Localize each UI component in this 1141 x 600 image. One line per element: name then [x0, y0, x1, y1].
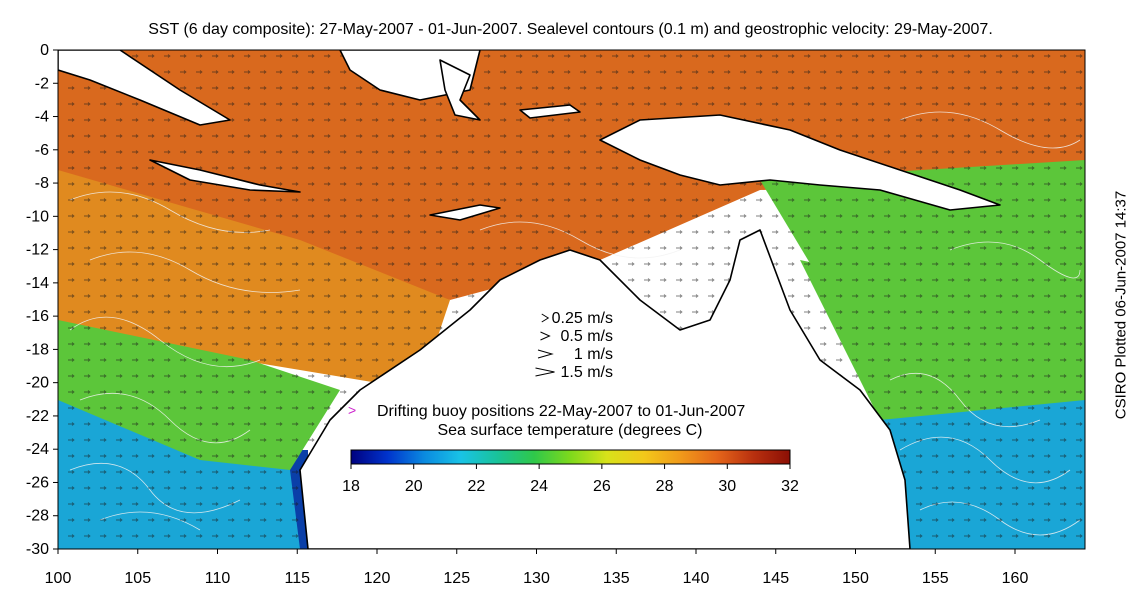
land-seram: [519, 104, 581, 119]
y-tick-label: -16: [26, 308, 49, 325]
buoy-legend-label: Drifting buoy positions 22-May-2007 to 0…: [377, 403, 745, 420]
sst-colorbar: Sea surface temperature (degrees C) 18 20…: [342, 422, 799, 495]
land-sumatra: [58, 50, 231, 126]
x-tick-label: 160: [1002, 570, 1029, 587]
y-tick-label: -14: [26, 275, 49, 292]
y-tick-label: -20: [26, 375, 49, 392]
land-java: [149, 159, 301, 193]
land-sulawesi: [439, 59, 481, 121]
map-plot-area: [58, 50, 1085, 549]
x-tick-label: 105: [124, 570, 151, 587]
x-tick-label: 130: [523, 570, 550, 587]
plot-frame: [57, 49, 1086, 550]
x-axis: 100 105 110 115 120 125 130 135 140 145 150 155 160: [45, 549, 1029, 587]
velocity-legend-arrow: [541, 313, 550, 323]
colorbar-tick-label: 32: [781, 478, 799, 495]
colorbar-tick-label: 28: [656, 478, 674, 495]
y-tick-label: -26: [26, 474, 49, 491]
y-tick-label: -6: [35, 142, 49, 159]
buoy-legend: > Drifting buoy positions 22-May-2007 to…: [348, 402, 745, 420]
map-title: SST (6 day composite): 27-May-2007 - 01-…: [148, 21, 993, 38]
y-tick-label: -10: [26, 208, 49, 225]
colorbar-tick-label: 22: [468, 478, 486, 495]
x-tick-label: 125: [443, 570, 470, 587]
land-masses: [58, 50, 1001, 549]
colorbar-tick-label: 20: [405, 478, 423, 495]
y-tick-label: -8: [35, 175, 49, 192]
y-tick-label: -18: [26, 341, 49, 358]
colorbar-ticks: 18 20 22 24 26 28 30 32: [342, 464, 799, 495]
land-australia: [299, 229, 911, 549]
x-tick-label: 140: [683, 570, 710, 587]
colorbar-tick-label: 24: [530, 478, 548, 495]
land-timor: [429, 204, 501, 221]
y-tick-label: -4: [35, 109, 49, 126]
y-tick-label: -24: [26, 441, 49, 458]
velocity-legend-arrow: [537, 349, 554, 359]
colorbar-tick-label: 30: [718, 478, 736, 495]
land-new-guinea: [599, 114, 1001, 211]
velocity-legend-arrow: [535, 367, 555, 377]
velocity-legend-label: 1 m/s: [574, 346, 613, 363]
x-tick-label: 100: [45, 570, 72, 587]
y-tick-label: 0: [40, 42, 49, 59]
y-tick-label: -30: [26, 541, 49, 558]
x-tick-label: 115: [284, 570, 310, 587]
velocity-legend-label: 0.5 m/s: [561, 328, 613, 345]
colorbar-tick-label: 26: [593, 478, 611, 495]
y-axis: 0 -2 -4 -6 -8 -10 -12 -14 -16 -18 -20 -22 -24 -26 -28 -…: [26, 42, 58, 558]
x-tick-label: 150: [842, 570, 869, 587]
colorbar-title: Sea surface temperature (degrees C): [437, 422, 702, 439]
y-tick-label: -2: [35, 75, 49, 92]
velocity-legend-label: 1.5 m/s: [561, 364, 613, 381]
colorbar-tick-label: 18: [342, 478, 360, 495]
velocity-legend: 0.25 m/s0.5 m/s1 m/s1.5 m/s: [535, 310, 613, 381]
velocity-legend-label: 0.25 m/s: [552, 310, 613, 327]
y-tick-label: -22: [26, 408, 49, 425]
x-tick-label: 155: [922, 570, 949, 587]
x-tick-label: 145: [762, 570, 789, 587]
colorbar-ramp: [350, 449, 791, 465]
x-tick-label: 135: [603, 570, 630, 587]
buoy-marker: >: [348, 402, 356, 418]
y-tick-label: -28: [26, 508, 49, 525]
y-tick-label: -12: [26, 242, 49, 259]
plot-credit: CSIRO Plotted 06-Jun-2007 14:37: [1112, 190, 1130, 420]
x-tick-label: 110: [205, 570, 231, 587]
velocity-legend-arrow: [540, 331, 551, 341]
x-tick-label: 120: [364, 570, 391, 587]
